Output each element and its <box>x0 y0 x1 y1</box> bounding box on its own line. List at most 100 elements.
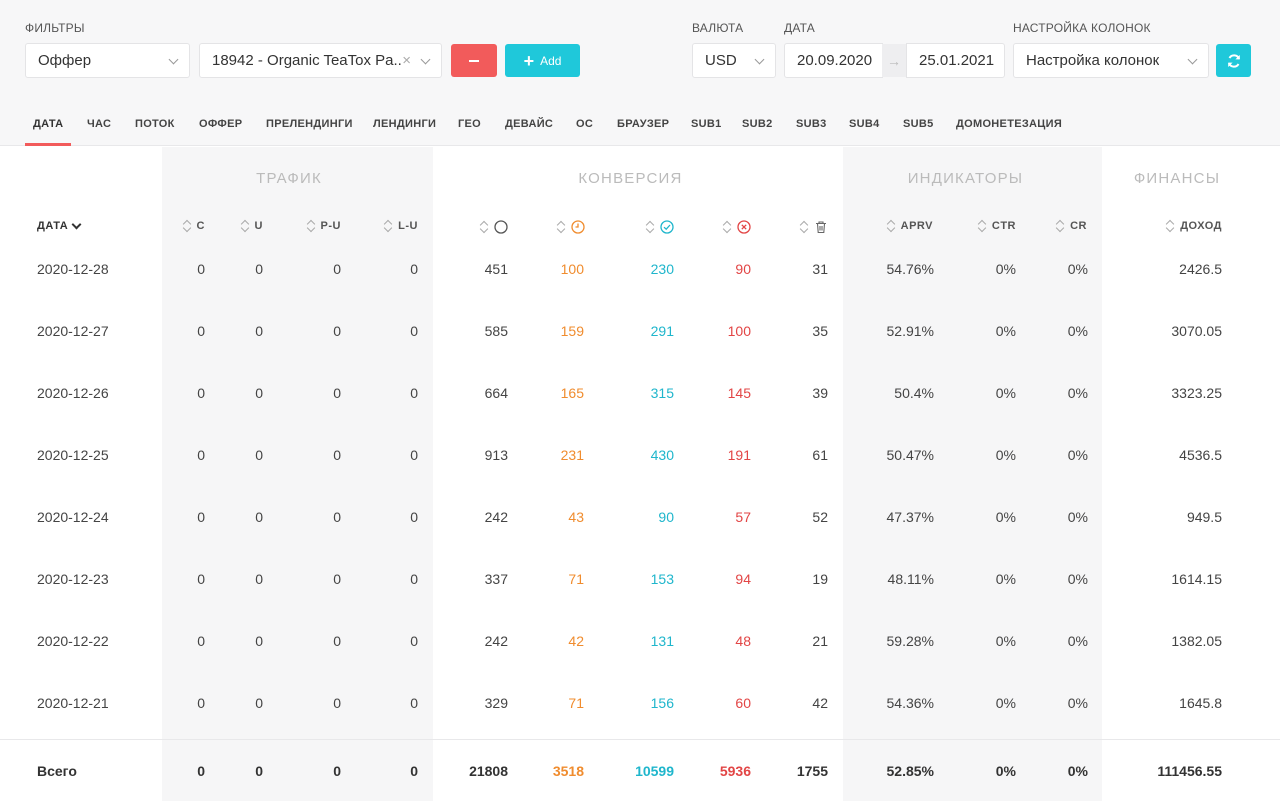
col-header-label: C <box>196 220 205 232</box>
row-pending: 100 <box>560 261 584 277</box>
col-header-label: P-U <box>320 220 341 232</box>
filter-field-select[interactable]: Оффер <box>25 43 190 78</box>
row-aprv: 59.28% <box>886 633 934 649</box>
total-lu: 0 <box>410 763 418 779</box>
divider <box>0 739 1280 740</box>
sort-icon <box>183 220 191 232</box>
sort-icon <box>307 220 315 232</box>
row-u: 0 <box>255 385 263 401</box>
tab-sub1[interactable]: SUB1 <box>691 118 722 130</box>
date-to-value: 25.01.2021 <box>919 52 995 69</box>
col-header-ctr[interactable]: CTR <box>960 220 1016 232</box>
tab-sub2[interactable]: SUB2 <box>742 118 773 130</box>
total-label: Всего <box>37 763 77 779</box>
remove-filter-button[interactable] <box>451 44 497 77</box>
row-lu: 0 <box>410 633 418 649</box>
sort-icon <box>800 221 808 233</box>
row-aprv: 54.36% <box>886 695 934 711</box>
row-c: 0 <box>197 633 205 649</box>
add-filter-button[interactable]: + Add <box>505 44 580 77</box>
columns-setting-select[interactable]: Настройка колонок <box>1013 43 1209 78</box>
row-trash: 19 <box>812 571 828 587</box>
sort-icon <box>480 221 488 233</box>
row-ctr: 0% <box>995 323 1016 339</box>
row-rejected: 191 <box>727 447 751 463</box>
col-header-aprv[interactable]: APRV <box>870 220 933 232</box>
col-header-cr[interactable]: CR <box>1040 220 1087 232</box>
tab-geo[interactable]: ГЕО <box>458 118 482 130</box>
filters-label: ФИЛЬТРЫ <box>25 21 85 35</box>
row-pu: 0 <box>333 447 341 463</box>
sort-by-date-header[interactable]: ДАТА <box>37 219 82 232</box>
col-header-label: U <box>254 220 263 232</box>
offer-select[interactable]: 18942 - Organic TeaTox Pa... × <box>199 43 442 78</box>
total-rejected: 5936 <box>719 763 751 779</box>
row-rejected: 48 <box>735 633 751 649</box>
table-row: 2020-12-25 0 0 0 0 913 231 430 191 61 50.47% 0% 0% 45… <box>0 447 1280 509</box>
tab-device[interactable]: ДЕВАЙС <box>505 118 554 130</box>
row-ctr: 0% <box>995 695 1016 711</box>
sort-icon <box>384 220 392 232</box>
tab-landings[interactable]: ЛЕНДИНГИ <box>373 118 437 130</box>
col-header-u[interactable]: U <box>210 220 263 232</box>
table-row: 2020-12-22 0 0 0 0 242 42 131 48 21 59.28% 0% 0% 1382… <box>0 633 1280 695</box>
col-header-pending[interactable] <box>537 220 585 234</box>
row-income: 949.5 <box>1186 509 1222 525</box>
col-header-c[interactable]: C <box>150 220 205 232</box>
table-row: 2020-12-28 0 0 0 0 451 100 230 90 31 54.76% 0% 0% 242… <box>0 261 1280 323</box>
col-header-rejected[interactable] <box>703 220 751 234</box>
row-approved: 230 <box>650 261 674 277</box>
row-income: 2426.5 <box>1179 261 1222 277</box>
tab-prelandings[interactable]: ПРЕЛЕНДИНГИ <box>266 118 353 130</box>
row-u: 0 <box>255 571 263 587</box>
row-pu: 0 <box>333 385 341 401</box>
currency-select[interactable]: USD <box>692 43 776 78</box>
sort-icon <box>978 220 986 232</box>
row-rejected: 145 <box>727 385 751 401</box>
tab-hour[interactable]: ЧАС <box>87 118 112 130</box>
row-pending: 165 <box>560 385 584 401</box>
tab-domonetization[interactable]: ДОМОНЕТЕЗАЦИЯ <box>956 118 1063 130</box>
col-header-pu[interactable]: P-U <box>280 220 341 232</box>
row-pu: 0 <box>333 323 341 339</box>
col-header-trash[interactable] <box>780 220 828 234</box>
tab-browser[interactable]: БРАУЗЕР <box>617 118 670 130</box>
row-date: 2020-12-25 <box>37 447 109 463</box>
group-conversion: КОНВЕРСИЯ <box>578 170 683 187</box>
row-date: 2020-12-27 <box>37 323 109 339</box>
tab-date[interactable]: ДАТА <box>33 118 64 130</box>
check-circle-icon <box>660 220 674 234</box>
refresh-button[interactable] <box>1216 44 1251 77</box>
row-c: 0 <box>197 509 205 525</box>
row-income: 1645.8 <box>1179 695 1222 711</box>
row-date: 2020-12-23 <box>37 571 109 587</box>
date-from-input[interactable]: 20.09.2020 <box>784 43 883 78</box>
clear-icon[interactable]: × <box>402 52 411 69</box>
date-to-input[interactable]: 25.01.2021 <box>906 43 1005 78</box>
tab-offer[interactable]: ОФФЕР <box>199 118 243 130</box>
row-income: 1614.15 <box>1171 571 1222 587</box>
col-header-income[interactable]: ДОХОД <box>1140 220 1222 232</box>
row-c: 0 <box>197 385 205 401</box>
table-row: 2020-12-26 0 0 0 0 664 165 315 145 39 50.4% 0% 0% 332… <box>0 385 1280 447</box>
row-trash: 31 <box>812 261 828 277</box>
sort-icon <box>646 221 654 233</box>
row-income: 3070.05 <box>1171 323 1222 339</box>
col-header-approved[interactable] <box>626 220 674 234</box>
row-aprv: 50.47% <box>886 447 934 463</box>
total-pu: 0 <box>333 763 341 779</box>
row-cr: 0% <box>1067 695 1088 711</box>
tab-sub4[interactable]: SUB4 <box>849 118 880 130</box>
col-header-lu[interactable]: L-U <box>360 220 418 232</box>
chevron-down-icon <box>168 54 179 65</box>
tab-sub3[interactable]: SUB3 <box>796 118 827 130</box>
sort-icon <box>1166 220 1174 232</box>
row-all: 913 <box>484 447 508 463</box>
tab-sub5[interactable]: SUB5 <box>903 118 934 130</box>
tab-os[interactable]: ОС <box>576 118 594 130</box>
col-header-all[interactable] <box>460 220 508 234</box>
tab-stream[interactable]: ПОТОК <box>135 118 175 130</box>
refresh-icon <box>1227 53 1240 68</box>
row-cr: 0% <box>1067 261 1088 277</box>
row-u: 0 <box>255 509 263 525</box>
